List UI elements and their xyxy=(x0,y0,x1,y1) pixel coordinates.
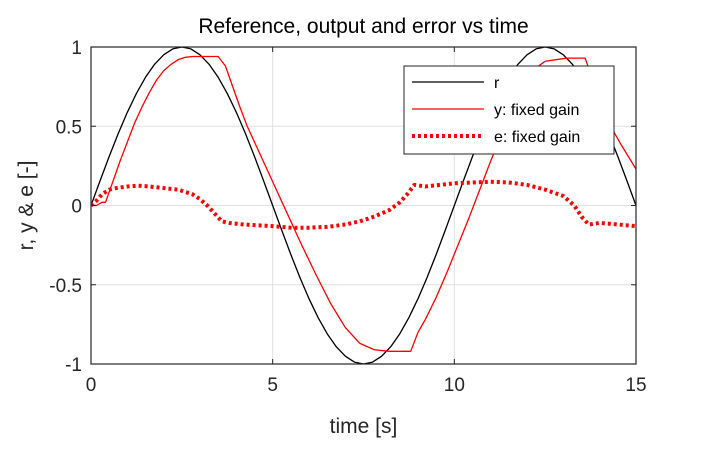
legend-label-r: r xyxy=(494,75,500,92)
legend-label-e-fixed-gain: e: fixed gain xyxy=(494,129,580,146)
chart-title: Reference, output and error vs time xyxy=(198,15,528,38)
x-axis-ticks: 0 5 10 15 xyxy=(86,47,647,396)
x-tick-label: 15 xyxy=(625,375,646,396)
y-tick-label: -1 xyxy=(65,355,82,376)
plot-series-group xyxy=(91,47,636,364)
legend-box xyxy=(403,65,615,155)
y-tick-label: -0.5 xyxy=(49,276,82,297)
y-tick-label: 0 xyxy=(71,197,82,218)
y-axis-label: r, y & e [-] xyxy=(15,161,38,251)
y-axis-ticks: -1 -0.5 0 0.5 1 xyxy=(49,38,636,376)
legend: r y: fixed gain e: fixed gain xyxy=(403,65,615,155)
series-line-y-fixed-gain xyxy=(91,55,636,352)
x-tick-label: 0 xyxy=(86,375,97,396)
legend-label-y-fixed-gain: y: fixed gain xyxy=(494,102,579,119)
x-tick-label: 5 xyxy=(267,375,278,396)
y-tick-label: 0.5 xyxy=(56,117,82,138)
x-axis-label: time [s] xyxy=(330,415,398,438)
x-tick-label: 10 xyxy=(444,375,465,396)
y-tick-label: 1 xyxy=(71,38,82,59)
series-line-e-fixed-gain xyxy=(91,179,636,230)
